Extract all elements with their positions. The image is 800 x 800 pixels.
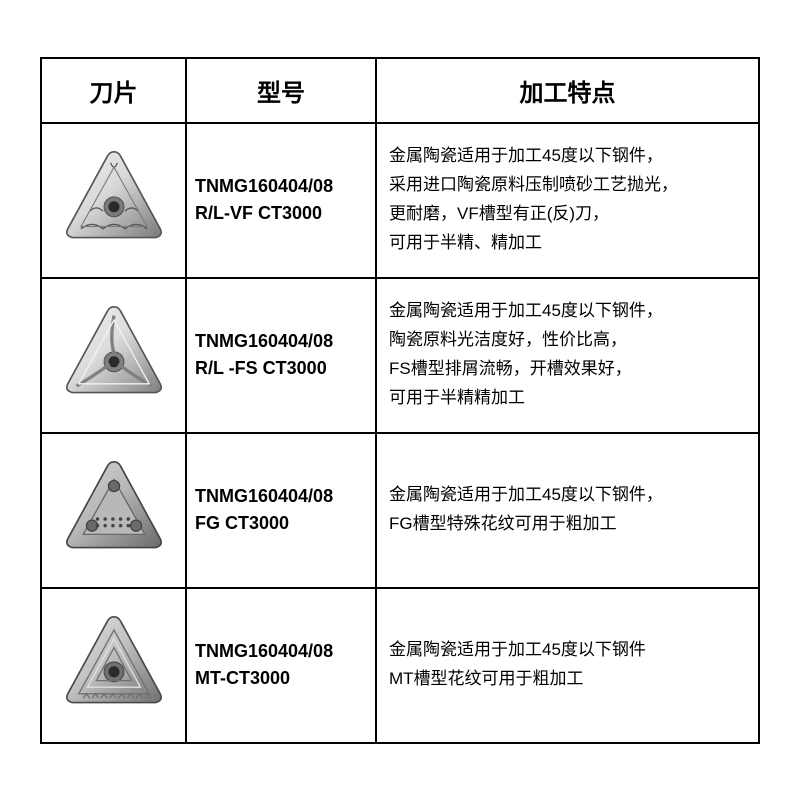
model-line: TNMG160404/08 xyxy=(195,173,367,200)
features-line: 金属陶瓷适用于加工45度以下钢件， xyxy=(389,481,746,510)
insert-image-cell xyxy=(41,588,186,743)
model-cell: TNMG160404/08MT-CT3000 xyxy=(186,588,376,743)
features-line: 金属陶瓷适用于加工45度以下钢件， xyxy=(389,297,746,326)
model-line: TNMG160404/08 xyxy=(195,328,367,355)
table-row: TNMG160404/08FG CT3000金属陶瓷适用于加工45度以下钢件，F… xyxy=(41,433,759,588)
table-header-row: 刀片 型号 加工特点 xyxy=(41,58,759,123)
header-image: 刀片 xyxy=(41,58,186,123)
model-line: R/L-VF CT3000 xyxy=(195,200,367,227)
features-line: 可用于半精精加工 xyxy=(389,384,746,413)
insert-icon xyxy=(59,608,169,718)
insert-icon xyxy=(59,453,169,563)
features-line: 可用于半精、精加工 xyxy=(389,229,746,258)
model-line: TNMG160404/08 xyxy=(195,638,367,665)
features-line: 采用进口陶瓷原料压制喷砂工艺抛光， xyxy=(389,171,746,200)
insert-image-cell xyxy=(41,433,186,588)
features-line: 金属陶瓷适用于加工45度以下钢件 xyxy=(389,636,746,665)
features-line: 更耐磨，VF槽型有正(反)刀， xyxy=(389,200,746,229)
model-line: MT-CT3000 xyxy=(195,665,367,692)
features-line: FS槽型排屑流畅，开槽效果好， xyxy=(389,355,746,384)
model-line: R/L -FS CT3000 xyxy=(195,355,367,382)
table-row: TNMG160404/08R/L-VF CT3000金属陶瓷适用于加工45度以下… xyxy=(41,123,759,278)
model-cell: TNMG160404/08R/L-VF CT3000 xyxy=(186,123,376,278)
features-cell: 金属陶瓷适用于加工45度以下钢件，陶瓷原料光洁度好，性价比高，FS槽型排屑流畅，… xyxy=(376,278,759,433)
insert-image-cell xyxy=(41,278,186,433)
model-line: FG CT3000 xyxy=(195,510,367,537)
model-cell: TNMG160404/08R/L -FS CT3000 xyxy=(186,278,376,433)
spec-table-container: 刀片 型号 加工特点 TNMG160404/08R/L-VF CT3000金属陶… xyxy=(40,57,760,744)
features-line: 陶瓷原料光洁度好，性价比高， xyxy=(389,326,746,355)
features-cell: 金属陶瓷适用于加工45度以下钢件，采用进口陶瓷原料压制喷砂工艺抛光，更耐磨，VF… xyxy=(376,123,759,278)
spec-table: 刀片 型号 加工特点 TNMG160404/08R/L-VF CT3000金属陶… xyxy=(40,57,760,744)
header-model: 型号 xyxy=(186,58,376,123)
features-line: MT槽型花纹可用于粗加工 xyxy=(389,665,746,694)
table-row: TNMG160404/08MT-CT3000金属陶瓷适用于加工45度以下钢件MT… xyxy=(41,588,759,743)
header-features: 加工特点 xyxy=(376,58,759,123)
features-cell: 金属陶瓷适用于加工45度以下钢件MT槽型花纹可用于粗加工 xyxy=(376,588,759,743)
insert-icon xyxy=(59,143,169,253)
insert-icon xyxy=(59,298,169,408)
model-line: TNMG160404/08 xyxy=(195,483,367,510)
features-line: 金属陶瓷适用于加工45度以下钢件， xyxy=(389,142,746,171)
model-cell: TNMG160404/08FG CT3000 xyxy=(186,433,376,588)
insert-image-cell xyxy=(41,123,186,278)
table-row: TNMG160404/08R/L -FS CT3000金属陶瓷适用于加工45度以… xyxy=(41,278,759,433)
features-line: FG槽型特殊花纹可用于粗加工 xyxy=(389,510,746,539)
features-cell: 金属陶瓷适用于加工45度以下钢件，FG槽型特殊花纹可用于粗加工 xyxy=(376,433,759,588)
